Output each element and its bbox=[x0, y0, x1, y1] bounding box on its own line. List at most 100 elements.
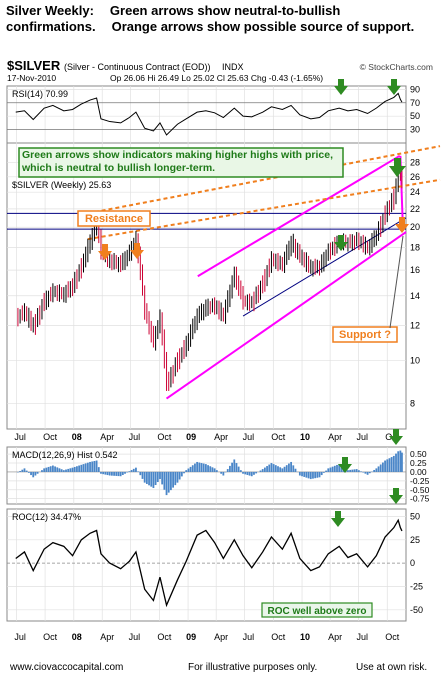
macd-bar bbox=[198, 462, 201, 472]
macd-bar bbox=[347, 470, 349, 472]
macd-bar bbox=[176, 471, 179, 483]
macd-bar bbox=[229, 465, 231, 472]
x-tick-price: Oct bbox=[157, 432, 172, 442]
macd-bar bbox=[211, 467, 214, 472]
macd-bar bbox=[150, 471, 153, 487]
roc-line bbox=[15, 518, 403, 608]
green-note-box bbox=[18, 147, 344, 178]
header-green-note: Green arrows show neutral-to-bullish bbox=[109, 3, 341, 18]
macd-bar bbox=[263, 467, 266, 472]
macd-bar bbox=[239, 470, 242, 472]
macd-bar bbox=[100, 471, 102, 474]
footer-purpose: For illustrative purposes only. bbox=[188, 662, 318, 673]
macd-bar bbox=[309, 471, 312, 480]
macd-bar bbox=[390, 457, 393, 472]
macd-bar bbox=[322, 471, 325, 473]
macd-bar bbox=[62, 470, 65, 472]
macd-bar bbox=[281, 468, 284, 472]
price-legend: $SILVER (Weekly) 25.63 bbox=[12, 180, 111, 190]
macd-bar bbox=[30, 471, 32, 476]
roc-note-box bbox=[261, 602, 373, 618]
macd-bar bbox=[115, 471, 118, 476]
roc-legend: ROC(12) 34.47% bbox=[12, 512, 81, 522]
macd-bar bbox=[69, 468, 72, 472]
x-tick-price: Apr bbox=[100, 432, 114, 442]
macd-bar bbox=[145, 471, 148, 484]
x-tick-price: Jul bbox=[14, 432, 26, 442]
macd-bar bbox=[307, 471, 310, 479]
price-tick: 16 bbox=[410, 265, 420, 275]
macd-bar bbox=[401, 452, 403, 472]
macd-bar bbox=[357, 470, 360, 472]
macd-bar bbox=[117, 471, 120, 477]
macd-bar bbox=[277, 466, 279, 472]
price-tick: 22 bbox=[410, 204, 420, 214]
roc-series bbox=[15, 518, 403, 608]
price-tick: 28 bbox=[410, 158, 420, 168]
macd-bar bbox=[207, 465, 209, 472]
macd-bar bbox=[222, 471, 225, 476]
macd-bar bbox=[255, 471, 258, 474]
macd-bar bbox=[362, 471, 365, 473]
macd-bar bbox=[259, 470, 262, 472]
macd-bar bbox=[231, 462, 234, 472]
macd-bar bbox=[102, 471, 105, 475]
roc-note: ROC well above zero bbox=[268, 606, 367, 617]
macd-tick: 0.25 bbox=[410, 458, 427, 468]
macd-bar bbox=[253, 471, 255, 475]
macd-bar bbox=[333, 465, 336, 472]
x-tick-price: Apr bbox=[328, 432, 342, 442]
macd-tick: 0.50 bbox=[410, 449, 427, 459]
macd-bar bbox=[23, 468, 26, 472]
macd-bar bbox=[45, 467, 48, 472]
macd-bar bbox=[272, 464, 275, 472]
macd-bar bbox=[384, 460, 386, 472]
macd-bar bbox=[187, 468, 190, 472]
macd-bar bbox=[60, 469, 63, 472]
macd-bar bbox=[97, 467, 100, 472]
macd-bar bbox=[248, 471, 251, 476]
macd-bar bbox=[19, 471, 22, 472]
macd-bar bbox=[93, 461, 96, 472]
macd-bar bbox=[336, 464, 338, 472]
macd-bar bbox=[316, 471, 319, 478]
macd-bar bbox=[41, 470, 43, 472]
macd-bar bbox=[161, 471, 164, 485]
macd-bar bbox=[163, 471, 166, 490]
channel-upper-line bbox=[197, 154, 401, 278]
rsi-tick: 90 bbox=[410, 84, 420, 94]
x-tick-price: Jul bbox=[129, 432, 141, 442]
macd-bar bbox=[49, 466, 52, 472]
macd-bar bbox=[312, 471, 314, 479]
macd-bar bbox=[34, 471, 37, 476]
macd-bar bbox=[397, 451, 400, 472]
macd-bar bbox=[237, 466, 240, 472]
chart-date: 17-Nov-2010 bbox=[7, 73, 56, 83]
macd-bar bbox=[89, 461, 91, 472]
macd-bar bbox=[246, 471, 249, 475]
roc-tick: -50 bbox=[410, 605, 423, 615]
macd-bar bbox=[305, 471, 308, 478]
chart-exchange: INDX bbox=[222, 62, 244, 72]
macd-bar bbox=[331, 466, 334, 472]
macd-bar bbox=[32, 471, 35, 478]
rsi-legend: RSI(14) 70.99 bbox=[12, 89, 68, 99]
macd-bar bbox=[137, 471, 140, 472]
x-tick-roc: Apr bbox=[100, 632, 114, 642]
macd-bar bbox=[327, 468, 330, 472]
macd-bar bbox=[196, 461, 199, 472]
macd-bar bbox=[213, 468, 216, 472]
rsi-line bbox=[15, 92, 403, 136]
rsi-series bbox=[15, 92, 403, 136]
roc-tick: 25 bbox=[410, 535, 420, 545]
macd-bar bbox=[121, 471, 124, 475]
macd-bar bbox=[170, 471, 172, 491]
macd-bar bbox=[25, 470, 28, 472]
macd-bar bbox=[54, 466, 56, 472]
macd-bar bbox=[194, 463, 196, 472]
x-tick-roc: Oct bbox=[157, 632, 172, 642]
macd-bar bbox=[388, 458, 391, 472]
macd-bar bbox=[395, 453, 397, 472]
macd-bar bbox=[364, 471, 367, 474]
macd-bar bbox=[349, 469, 352, 472]
